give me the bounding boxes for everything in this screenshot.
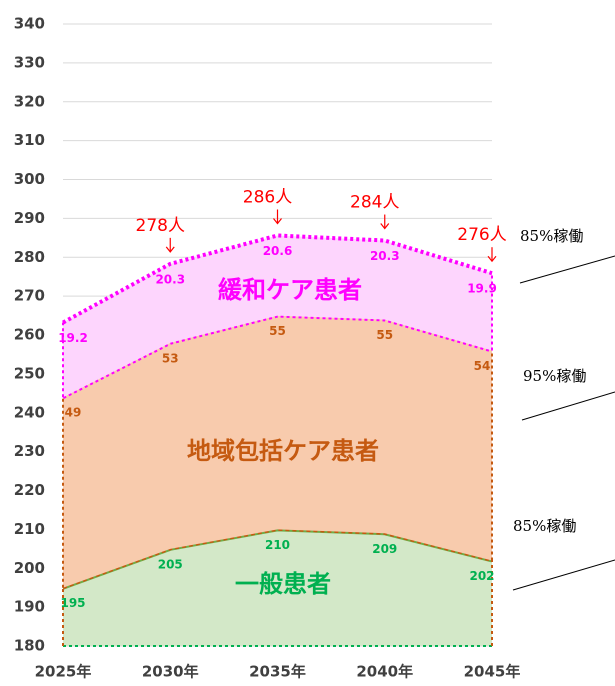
- x-tick-label: 2030年: [142, 663, 199, 681]
- data-label: 20.6: [263, 244, 293, 258]
- y-tick-label: 180: [14, 637, 45, 655]
- side-annotation: 95%稼働: [523, 367, 586, 385]
- total-label: 286人: [243, 187, 292, 207]
- y-tick-label: 270: [14, 287, 45, 305]
- data-label: 19.9: [467, 282, 497, 296]
- data-label: 202: [469, 569, 494, 583]
- arrow-head: [165, 246, 175, 253]
- x-tick-label: 2040年: [356, 663, 413, 681]
- y-tick-label: 290: [14, 209, 45, 227]
- x-tick-label: 2025年: [35, 663, 92, 681]
- x-tick-label: 2035年: [249, 663, 306, 681]
- data-label: 20.3: [370, 249, 400, 263]
- pointer-line: [521, 391, 615, 421]
- y-tick-label: 200: [14, 559, 45, 577]
- total-label: 278人: [136, 216, 185, 236]
- data-label: 20.3: [155, 272, 185, 286]
- data-label: 49: [65, 406, 82, 420]
- data-label: 210: [265, 538, 290, 552]
- data-label: 209: [372, 542, 397, 556]
- series-label: 緩和ケア患者: [218, 276, 362, 304]
- pointer-line: [512, 559, 615, 591]
- arrow-head: [380, 223, 390, 230]
- data-label: 53: [162, 351, 179, 365]
- area: [63, 235, 492, 398]
- data-label: 55: [376, 328, 393, 342]
- y-tick-label: 190: [14, 598, 45, 616]
- y-tick-label: 220: [14, 481, 45, 499]
- series-label: 地域包括ケア患者: [187, 437, 379, 465]
- arrow-head: [273, 218, 282, 225]
- y-tick-label: 340: [14, 15, 45, 33]
- data-label: 19.2: [58, 331, 88, 345]
- y-tick-label: 330: [14, 53, 45, 71]
- series-label: 一般患者: [235, 570, 331, 598]
- y-tick-label: 240: [14, 403, 45, 421]
- x-tick-label: 2045年: [464, 663, 521, 681]
- data-label: 55: [269, 324, 286, 338]
- data-label: 54: [474, 359, 491, 373]
- y-tick-label: 280: [14, 248, 45, 266]
- total-label: 276人: [457, 225, 506, 245]
- y-tick-label: 320: [14, 92, 45, 110]
- side-annotation: 85%稼働: [513, 517, 576, 535]
- y-tick-label: 210: [14, 520, 45, 538]
- side-annotation: 85%稼働: [520, 227, 583, 245]
- arrow-head: [487, 255, 497, 263]
- y-tick-label: 230: [14, 442, 45, 460]
- y-tick-label: 310: [14, 131, 45, 149]
- y-tick-label: 300: [14, 170, 45, 188]
- y-tick-label: 260: [14, 326, 45, 344]
- data-label: 205: [158, 557, 183, 571]
- area: [63, 529, 492, 646]
- total-label: 284人: [350, 193, 399, 213]
- pointer-line: [519, 255, 615, 284]
- area: [63, 315, 492, 588]
- data-label: 195: [60, 596, 85, 610]
- y-tick-label: 250: [14, 364, 45, 382]
